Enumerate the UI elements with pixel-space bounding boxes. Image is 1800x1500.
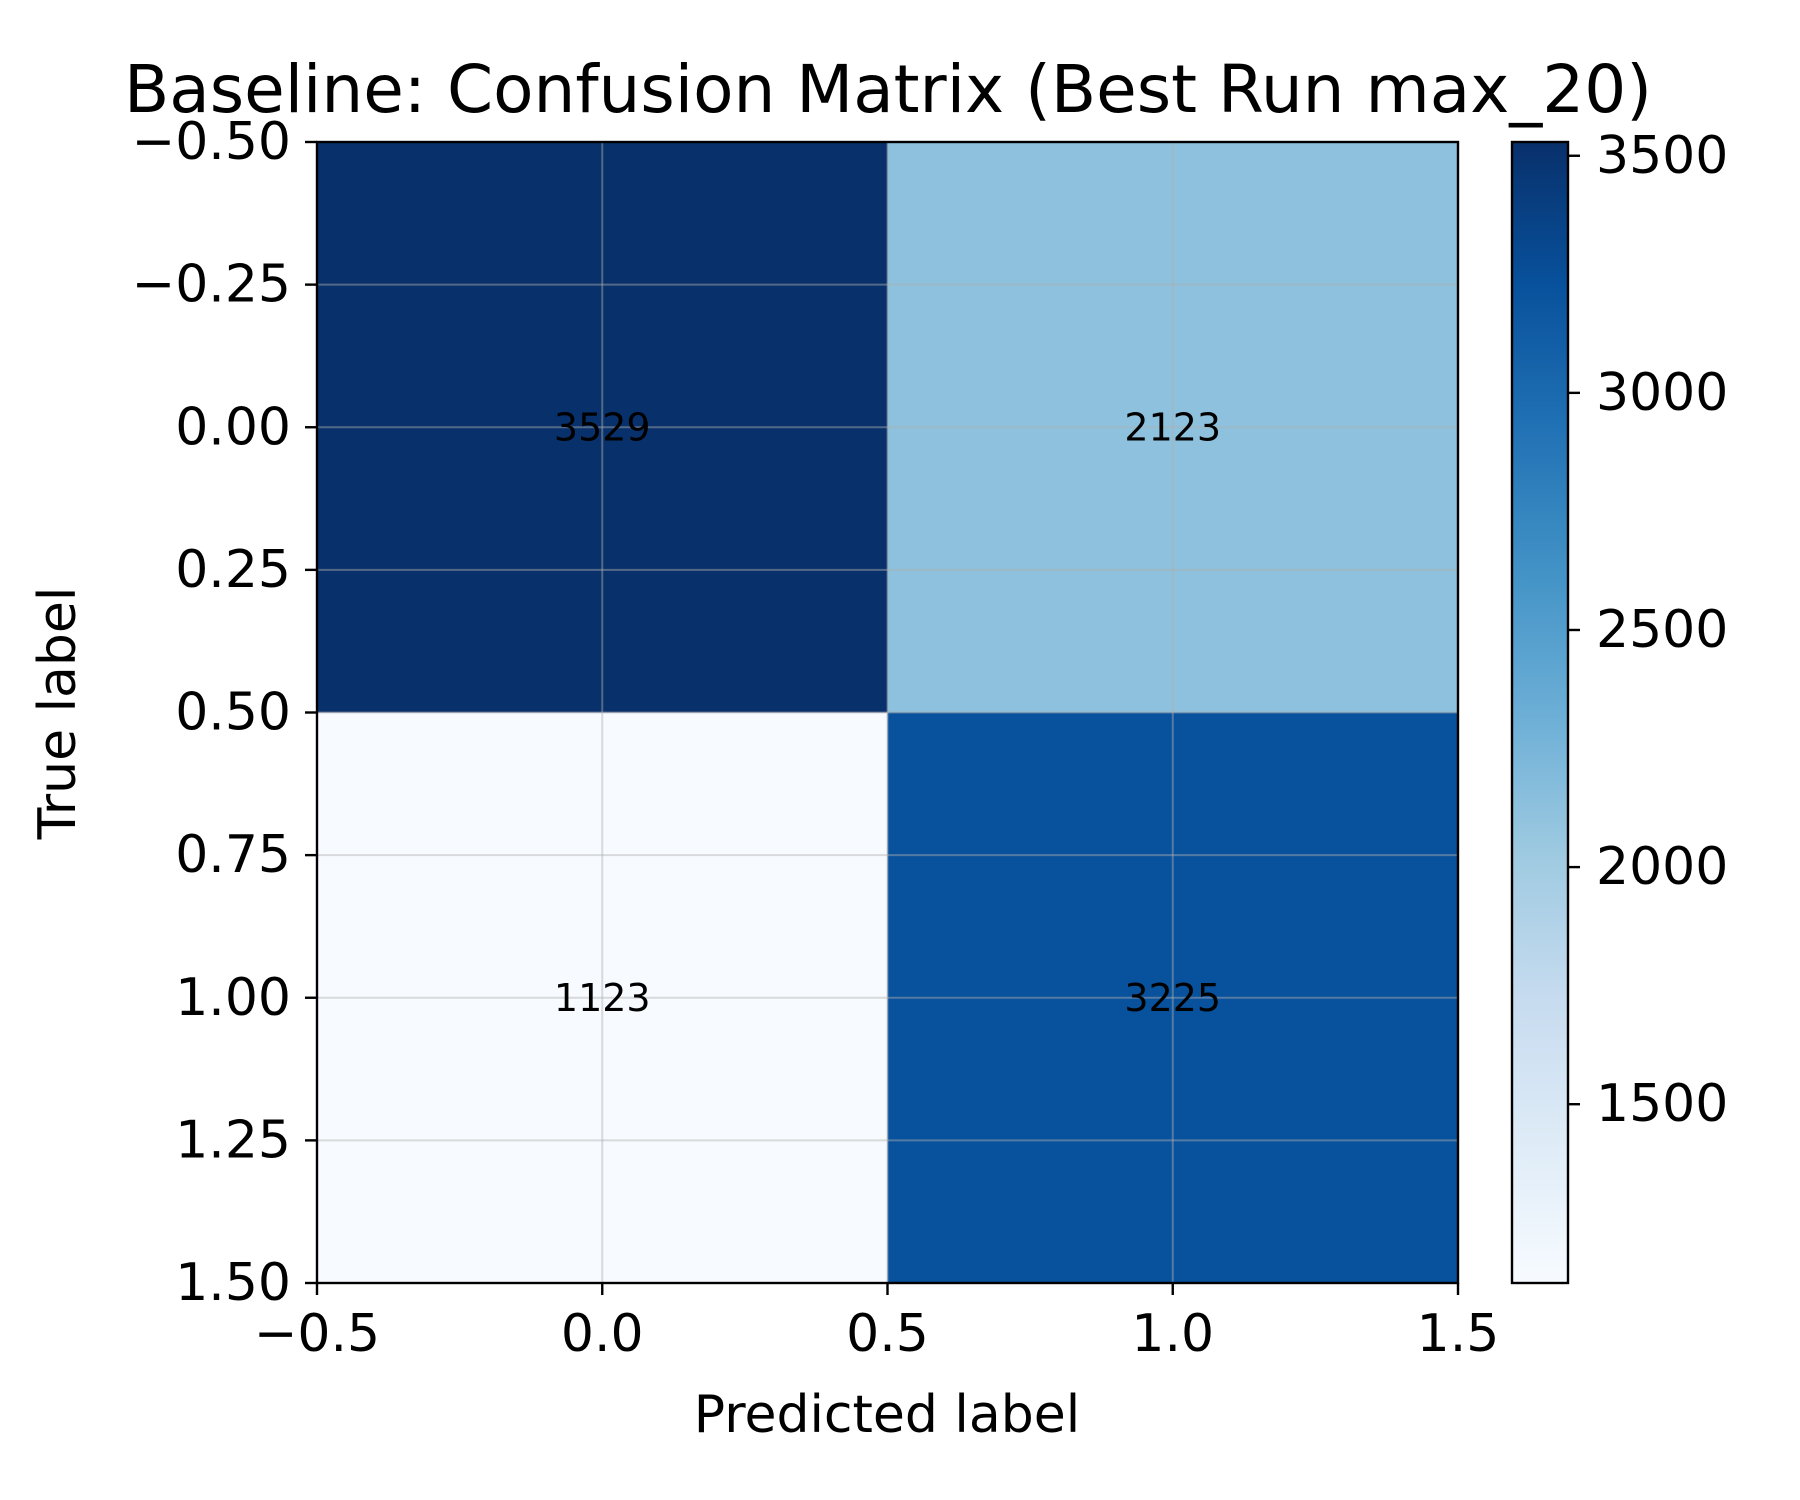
cell-value-label: 3529 (554, 405, 651, 449)
heatmap-cell (317, 142, 888, 713)
colorbar-tick-label: 2000 (1596, 837, 1728, 897)
cell-value-label: 2123 (1124, 405, 1221, 449)
x-tick-label: 0.0 (561, 1304, 644, 1364)
cell-value-label: 3225 (1124, 976, 1221, 1020)
y-axis-label: True label (28, 587, 88, 841)
y-tick-label: −0.50 (132, 112, 291, 172)
colorbar (1510, 140, 1570, 1285)
y-tick-label: 0.00 (175, 397, 291, 457)
colorbar-ticks: 1500 2000 2500 3000 3500 (1568, 126, 1728, 1134)
x-tick-label: 1.0 (1131, 1304, 1214, 1364)
colorbar-tick-label: 1500 (1596, 1074, 1728, 1134)
y-tick-label: 1.00 (175, 968, 291, 1028)
x-tick-label: 0.5 (846, 1304, 929, 1364)
cell-value-label: 1123 (554, 976, 651, 1020)
y-tick-label: 1.50 (175, 1253, 291, 1313)
y-tick-label: 1.25 (175, 1110, 291, 1170)
colorbar-tick-label: 2500 (1596, 600, 1728, 660)
colorbar-tick-label: 3000 (1596, 363, 1728, 423)
x-tick-label: −0.5 (254, 1304, 380, 1364)
heatmap-cells (317, 142, 1458, 1283)
colorbar-tick-label: 3500 (1596, 126, 1728, 186)
cell-labels: 3529 2123 1123 3225 (554, 405, 1221, 1020)
heatmap-cell (317, 712, 888, 1283)
y-tick-label: 0.75 (175, 825, 291, 885)
x-axis-label: Predicted label (694, 1385, 1080, 1445)
y-tick-label: 0.25 (175, 540, 291, 600)
heatmap-cell (887, 712, 1458, 1283)
y-tick-label: 0.50 (175, 683, 291, 743)
heatmap-cell (887, 142, 1458, 713)
x-tick-label: 1.5 (1417, 1304, 1500, 1364)
chart-title: Baseline: Confusion Matrix (Best Run max… (124, 51, 1652, 128)
y-axis: −0.50 −0.25 0.00 0.25 0.50 0.75 1.00 1.25 1.50 (132, 112, 317, 1313)
y-tick-label: −0.25 (132, 255, 291, 315)
x-axis: −0.5 0.0 0.5 1.0 1.5 (254, 1283, 1499, 1364)
